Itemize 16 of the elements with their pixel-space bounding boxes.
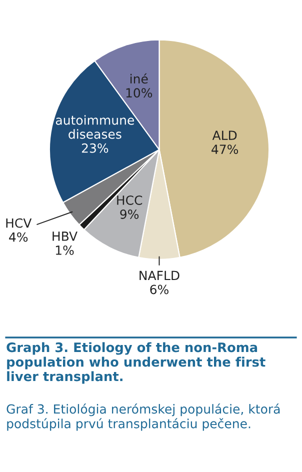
data-label: 1% bbox=[56, 246, 74, 255]
slice-label: autoimmune diseases bbox=[56, 115, 134, 139]
slice-label: NAFLD bbox=[140, 270, 180, 280]
text: Graf 3. Etiológia nerómskej populácie, ktorá podstúpila prvú transplantáciu pečene. bbox=[6, 404, 280, 431]
slice-label: ALD bbox=[212, 130, 237, 140]
slice-label: iné bbox=[130, 73, 148, 84]
data-label: 47% bbox=[212, 144, 238, 154]
text: Graph 3. Etiology of the non-Roma population who underwent the first liver transplant. bbox=[6, 342, 266, 384]
data-label: 4% bbox=[9, 232, 28, 242]
slice-label: HCV bbox=[6, 218, 32, 228]
slice-label: HBV bbox=[52, 232, 78, 241]
slice-label: HCC bbox=[117, 195, 142, 205]
data-label: 10% bbox=[126, 88, 152, 98]
data-label: 6% bbox=[150, 284, 168, 294]
data-label: 9% bbox=[120, 209, 139, 219]
data-label: 23% bbox=[82, 143, 108, 153]
